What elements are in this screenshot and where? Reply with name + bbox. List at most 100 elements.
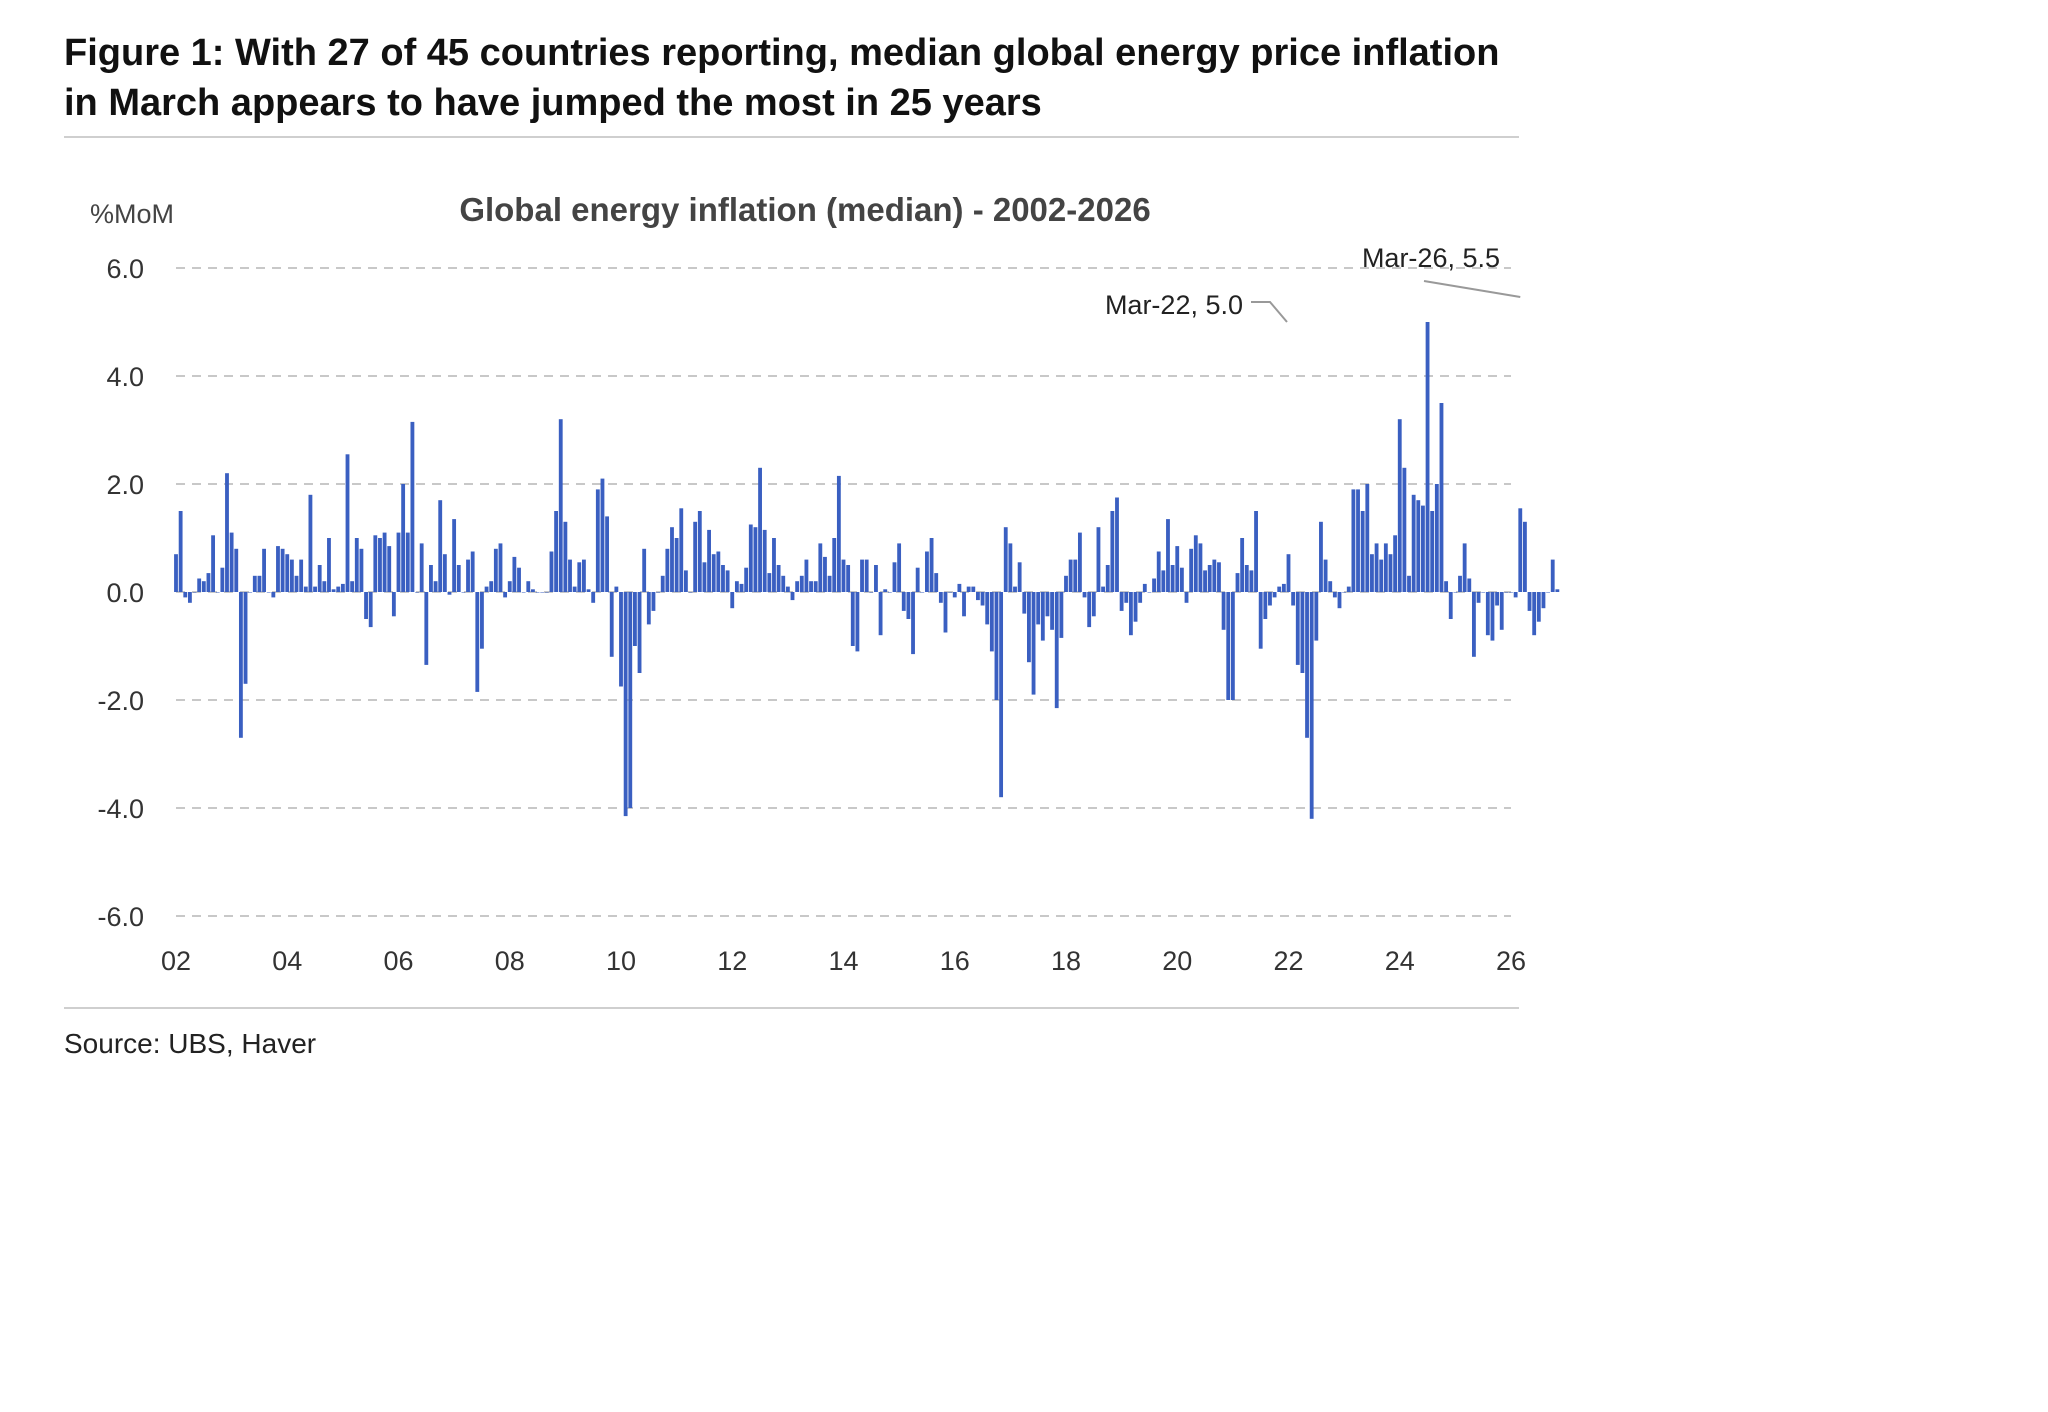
bar	[985, 592, 990, 625]
bar	[1017, 562, 1022, 592]
bar	[442, 554, 447, 592]
bar	[373, 535, 378, 592]
bar	[225, 473, 229, 592]
y-tick-label: -4.0	[97, 794, 144, 824]
bar	[308, 494, 313, 592]
bar	[345, 454, 350, 592]
bar	[1332, 592, 1337, 598]
bar	[674, 538, 679, 592]
bar	[1421, 505, 1425, 592]
chart-title: Global energy inflation (median) - 2002-…	[459, 191, 1150, 228]
bar	[1397, 419, 1402, 592]
bar	[1407, 575, 1411, 592]
bar	[1430, 511, 1435, 592]
bar	[721, 565, 725, 592]
bar	[1091, 592, 1096, 617]
bar	[929, 538, 934, 592]
bar	[447, 592, 452, 595]
bar	[1161, 570, 1166, 592]
bar	[660, 575, 665, 592]
bar	[962, 592, 966, 617]
bar	[252, 575, 257, 592]
bar	[285, 554, 290, 592]
bar	[1499, 592, 1504, 630]
bars	[174, 322, 1560, 819]
x-tick-label: 08	[495, 946, 525, 976]
bar	[813, 581, 818, 592]
bar	[1272, 592, 1277, 598]
bar	[772, 538, 776, 592]
bar	[1184, 592, 1189, 603]
bar	[507, 581, 512, 592]
y-tick-label: 4.0	[106, 362, 144, 392]
bar	[493, 548, 498, 592]
bar	[1555, 589, 1560, 592]
bar	[1217, 562, 1221, 592]
annotation-label: Mar-22, 5.0	[1105, 290, 1243, 320]
bar	[183, 592, 188, 598]
bar	[600, 478, 605, 592]
bar	[1467, 578, 1472, 592]
bar	[605, 516, 610, 592]
bar	[517, 567, 521, 592]
bar	[850, 592, 855, 646]
bar	[1337, 592, 1342, 609]
bar	[1476, 592, 1481, 603]
bar	[1008, 543, 1013, 592]
bar	[874, 565, 878, 592]
bar	[1286, 554, 1291, 592]
bar	[948, 592, 953, 593]
bar	[322, 581, 327, 592]
y-tick-label: -2.0	[97, 686, 144, 716]
bar	[1175, 546, 1180, 592]
bar	[234, 548, 239, 592]
bar	[1059, 592, 1064, 638]
bar	[1193, 535, 1198, 592]
x-tick-label: 02	[161, 946, 191, 976]
bar	[1124, 592, 1129, 603]
bar	[1471, 592, 1476, 657]
bar	[869, 592, 874, 593]
bar	[1351, 489, 1356, 592]
bar	[470, 551, 475, 592]
bar	[818, 543, 823, 592]
bar	[192, 592, 197, 593]
bar	[1518, 508, 1523, 592]
bar	[614, 586, 619, 592]
bar	[697, 511, 702, 592]
bar	[781, 575, 786, 592]
bar	[1346, 586, 1351, 592]
bar	[1513, 592, 1518, 598]
bar	[1319, 521, 1323, 592]
bar	[313, 586, 317, 592]
bar	[1434, 484, 1439, 592]
annotation-leader-line	[1423, 280, 1521, 298]
bar	[1068, 559, 1073, 592]
bar	[823, 556, 827, 592]
bar	[1300, 592, 1305, 673]
bar	[670, 527, 674, 592]
bar	[429, 565, 433, 592]
bar	[952, 592, 957, 598]
bar	[475, 592, 480, 692]
bar	[1050, 592, 1055, 630]
x-axis-ticks: 02 04 06 08 10 12 14 16 18 20 22 24 26	[161, 946, 1526, 976]
bar	[1221, 592, 1226, 630]
bar	[1536, 592, 1541, 622]
bar	[892, 562, 897, 592]
bar	[1462, 543, 1467, 592]
bar	[832, 538, 837, 592]
bar	[1110, 511, 1115, 592]
bar	[609, 592, 614, 657]
bar	[1207, 565, 1212, 592]
bar	[299, 559, 304, 592]
bar	[994, 592, 999, 700]
bar	[391, 592, 396, 617]
bar	[976, 592, 980, 601]
x-tick-label: 26	[1496, 946, 1526, 976]
bar	[1546, 592, 1551, 593]
bar	[1481, 592, 1486, 593]
bar	[327, 538, 331, 592]
bar	[841, 559, 846, 592]
x-tick-label: 10	[606, 946, 636, 976]
